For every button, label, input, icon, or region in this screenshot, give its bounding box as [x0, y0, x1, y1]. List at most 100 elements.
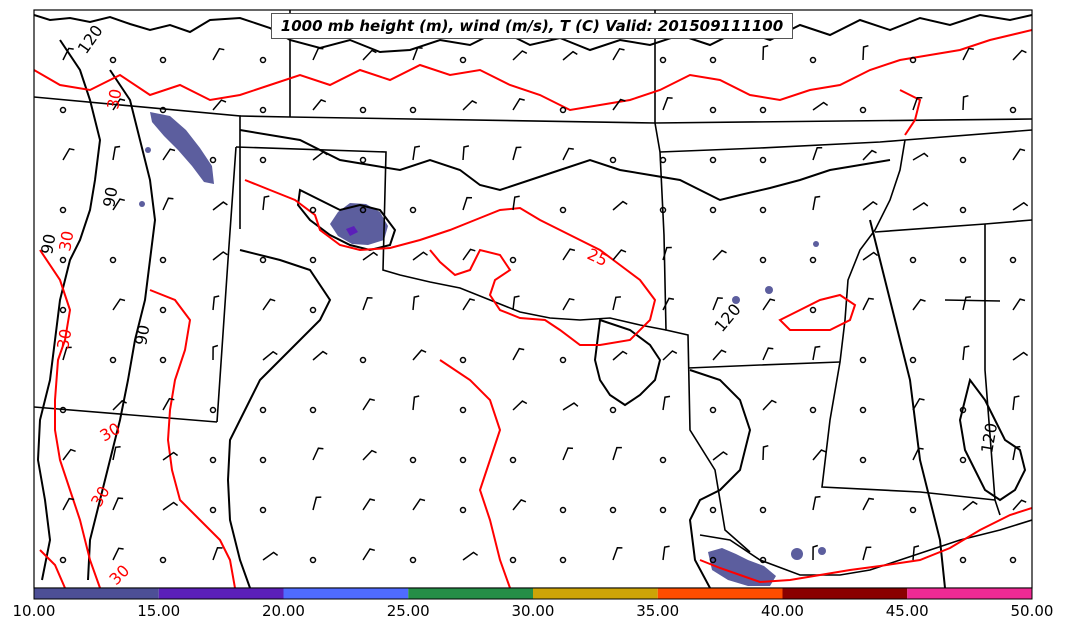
coastline: [699, 519, 1032, 576]
calm-wind-marker: [509, 256, 517, 264]
calm-wind-marker: [509, 556, 517, 564]
wind-barb: [62, 147, 75, 161]
wind-barb: [312, 47, 324, 61]
calm-wind-marker: [709, 156, 717, 164]
wind-barb: [612, 249, 627, 261]
calm-wind-marker: [759, 256, 767, 264]
wind-barb: [312, 151, 328, 161]
height-contour: [593, 318, 662, 407]
wind-barb: [512, 295, 520, 311]
calm-wind-marker: [159, 556, 167, 564]
wind-barb: [312, 350, 328, 361]
wind-barb: [662, 545, 670, 561]
state-border: [289, 116, 1032, 124]
calm-wind-marker: [759, 556, 767, 564]
calm-wind-marker: [709, 406, 717, 414]
map-title: 1000 mb height (m), wind (m/s), T (C) Va…: [271, 13, 793, 39]
wind-speed-shade-core: [346, 226, 358, 236]
calm-wind-marker: [309, 256, 317, 264]
calm-wind-marker: [559, 206, 567, 214]
wind-barb: [512, 195, 520, 211]
colorbar-tick-label: 40.00: [761, 602, 804, 620]
wind-barb: [362, 251, 379, 261]
wind-barb: [162, 197, 174, 211]
wind-barb: [112, 198, 125, 211]
calm-wind-marker: [559, 356, 567, 364]
calm-wind-marker: [109, 356, 117, 364]
wind-barb: [512, 98, 525, 111]
calm-wind-marker: [1009, 256, 1017, 264]
calm-wind-marker: [859, 406, 867, 414]
calm-wind-marker: [309, 206, 317, 214]
wind-barb: [762, 347, 774, 361]
wind-barb: [1012, 49, 1027, 61]
calm-wind-marker: [559, 556, 567, 564]
height-contours: [34, 13, 1032, 588]
wind-barb: [912, 298, 926, 311]
wind-barb: [562, 147, 574, 161]
wind-barb: [1012, 499, 1027, 511]
wind-barb: [312, 496, 322, 511]
state-borders: [34, 10, 1032, 576]
wind-barb: [462, 145, 470, 161]
wind-barb: [462, 551, 479, 561]
wind-barb: [762, 298, 776, 311]
wind-speed-shade-spot: [818, 547, 826, 555]
calm-wind-marker: [159, 356, 167, 364]
wind-barb: [662, 395, 671, 411]
wind-barb: [812, 101, 829, 111]
calm-wind-marker: [809, 306, 817, 314]
state-border: [874, 219, 1032, 233]
wind-barb: [362, 449, 377, 461]
calm-wind-marker: [759, 206, 767, 214]
wind-barb: [412, 251, 428, 261]
calm-wind-marker: [409, 456, 417, 464]
calm-wind-marker: [259, 56, 267, 64]
wind-barb: [62, 47, 74, 61]
state-border: [239, 115, 291, 118]
height-contour-label: 90: [131, 323, 153, 346]
wind-barb: [812, 449, 827, 461]
temperature-contour: [34, 29, 1032, 112]
colorbar-swatch: [782, 588, 908, 599]
calm-wind-marker: [659, 156, 667, 164]
calm-wind-marker: [659, 456, 667, 464]
temperature-contour-label: 30: [87, 483, 114, 510]
wind-barb: [412, 295, 420, 311]
colorbar-swatch: [158, 588, 284, 599]
wind-barb: [962, 500, 978, 511]
wind-barb: [362, 548, 375, 561]
wind-barb: [162, 501, 179, 511]
colorbar-tick-label: 25.00: [386, 602, 430, 620]
temperature-contour-label: 30: [55, 229, 77, 252]
wind-barb: [662, 297, 675, 311]
wind-barb: [112, 445, 121, 461]
wind-speed-shade-gulf-coast: [708, 548, 776, 586]
calm-wind-marker: [109, 56, 117, 64]
calm-wind-marker: [859, 356, 867, 364]
wind-barb: [962, 296, 971, 311]
height-contour-label: 90: [37, 232, 59, 255]
calm-wind-marker: [609, 156, 617, 164]
calm-wind-marker: [709, 206, 717, 214]
wind-speed-shade-spot: [813, 241, 819, 247]
contour-labels: 120 90 90 90 120 120 30 30 25 30 30 30 3…: [37, 21, 1001, 588]
calm-wind-marker: [759, 156, 767, 164]
height-contour: [958, 377, 1027, 502]
calm-wind-marker: [309, 556, 317, 564]
calm-wind-marker: [709, 506, 717, 514]
wind-barb: [162, 397, 175, 411]
wind-barb: [912, 152, 929, 161]
calm-wind-marker: [1009, 106, 1017, 114]
calm-wind-marker: [709, 56, 717, 64]
temperature-contour: [778, 293, 857, 331]
temperature-contour: [39, 249, 101, 588]
wind-barb: [212, 99, 227, 111]
wind-barb: [412, 349, 427, 361]
colorbar-swatch: [408, 588, 533, 599]
wind-barb: [862, 546, 872, 561]
wind-barb: [712, 451, 728, 461]
calm-wind-marker: [959, 256, 967, 264]
wind-barb: [962, 47, 974, 61]
wind-barb: [612, 446, 622, 461]
